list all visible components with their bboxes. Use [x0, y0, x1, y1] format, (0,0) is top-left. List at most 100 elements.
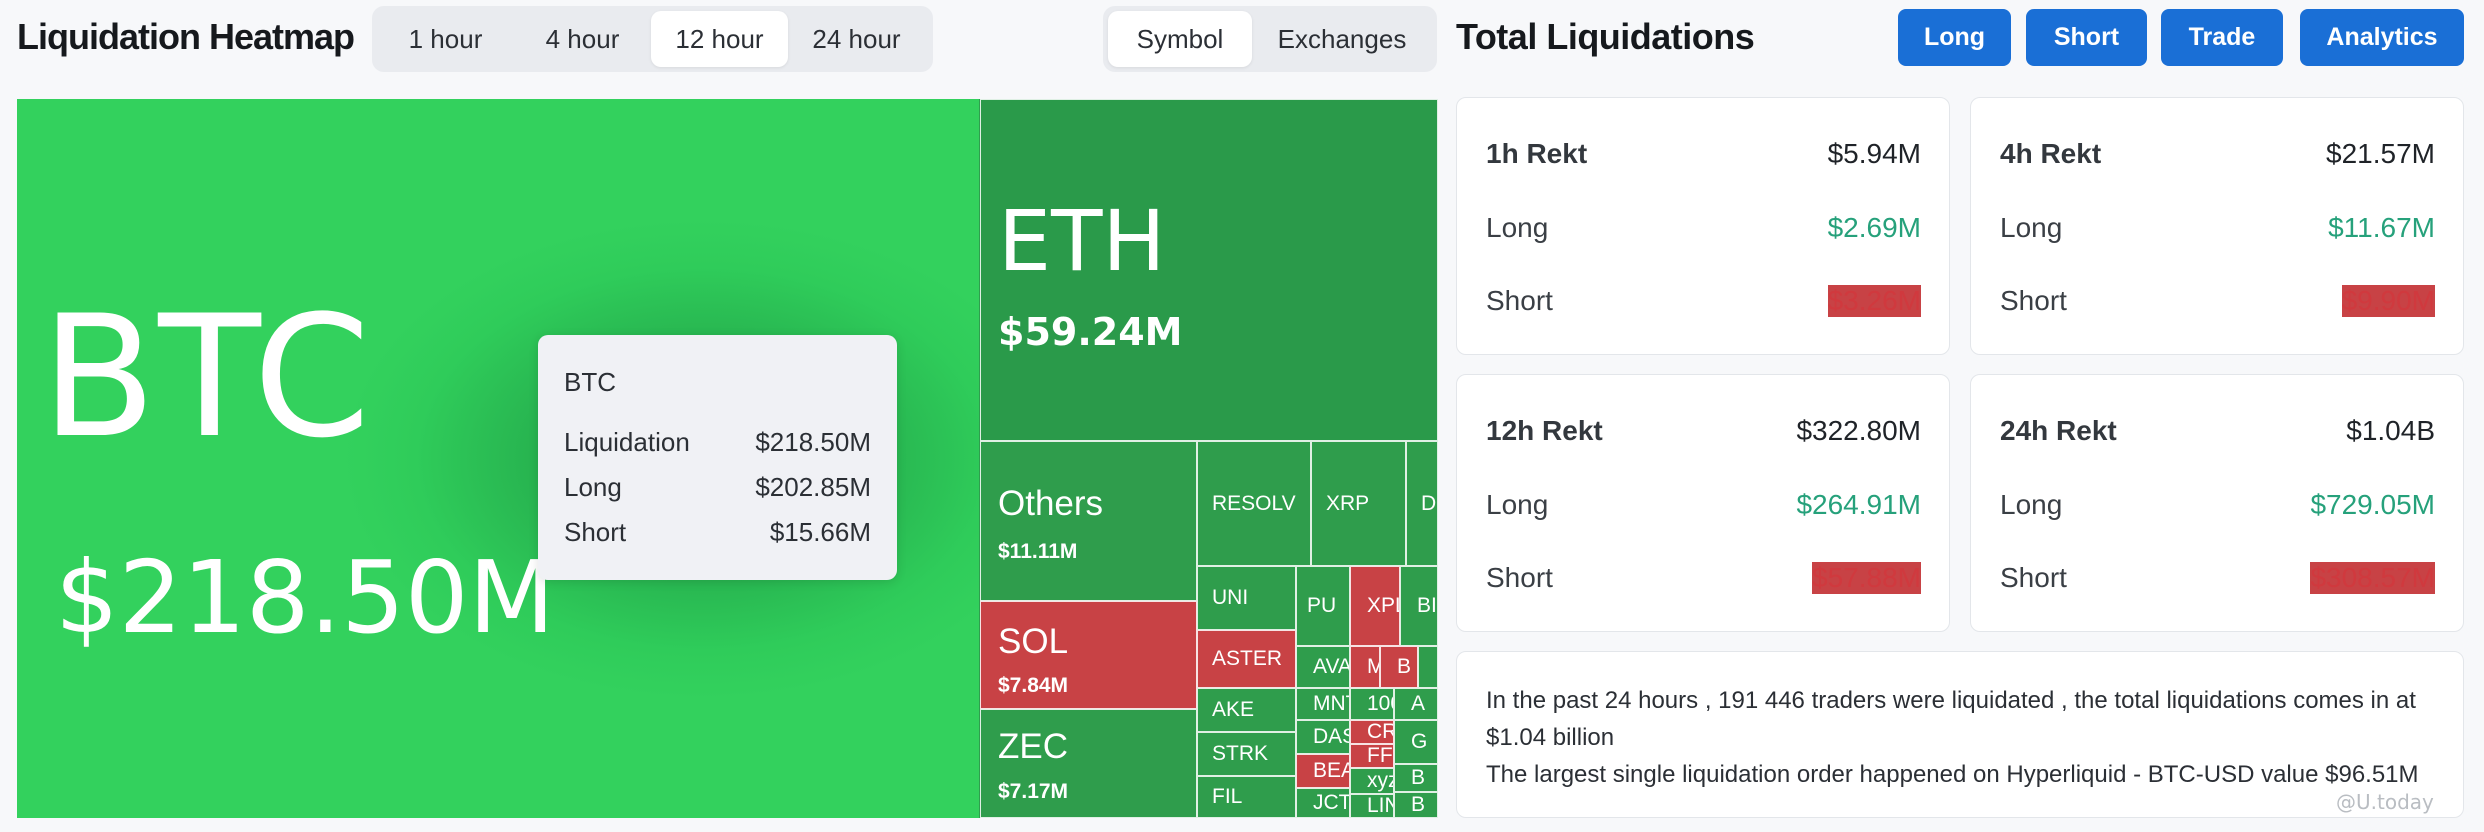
tab-12-hour[interactable]: 12 hour [651, 11, 788, 67]
tile-a[interactable]: A [1394, 688, 1438, 720]
tile-b[interactable]: B [1380, 646, 1418, 688]
tile-bi[interactable]: BI [1400, 566, 1438, 646]
tile-symbol: ZEC [998, 727, 1068, 766]
tile-symbol: RESOLV [1212, 491, 1296, 515]
page-title: Liquidation Heatmap [17, 16, 355, 57]
tooltip-value: $202.85M [755, 472, 871, 502]
rekt-card-1h: 1h Rekt $5.94M Long $2.69M Short $3.26M [1456, 97, 1950, 355]
short-value: $308.57M [2310, 562, 2435, 594]
tile-das[interactable]: DAS [1296, 720, 1350, 754]
tile-symbol: 100 [1367, 692, 1393, 715]
tile-uni[interactable]: UNI [1197, 566, 1296, 630]
tile-strk[interactable]: STRK [1197, 732, 1296, 776]
tile-symbol: ASTER [1212, 647, 1283, 670]
tile-symbol: XRP [1326, 491, 1370, 515]
card-long-row: Long $11.67M [2000, 212, 2435, 244]
long-button[interactable]: Long [1898, 9, 2011, 66]
long-value: $11.67M [2328, 212, 2435, 243]
card-title: 12h Rekt [1486, 415, 1603, 446]
tab-exchanges[interactable]: Exchanges [1277, 23, 1407, 54]
tile-sol[interactable]: SOL $7.84M [980, 601, 1197, 709]
tile-symbol: G [1411, 730, 1428, 753]
tooltip-row: Liquidation $218.50M [564, 427, 871, 458]
tile-value: $7.17M [998, 780, 1069, 803]
short-label: Short [1486, 562, 1553, 593]
tile-value: $7.84M [998, 674, 1069, 697]
short-value: $57.88M [1812, 562, 1921, 594]
tab-24-hour[interactable]: 24 hour [812, 23, 901, 54]
tile-symbol: FF [1367, 744, 1393, 767]
tile-ake[interactable]: AKE [1197, 688, 1296, 732]
tile-jct[interactable]: JCT [1296, 788, 1350, 818]
card-long-row: Long $2.69M [1486, 212, 1921, 244]
rekt-card-12h: 12h Rekt $322.80M Long $264.91M Short $57.8… [1456, 374, 1950, 632]
tile-aster[interactable]: ASTER [1197, 630, 1296, 688]
tile-fil[interactable]: FIL [1197, 776, 1296, 818]
tile-symbol: FIL [1212, 785, 1243, 808]
analytics-button[interactable]: Analytics [2300, 9, 2464, 66]
tooltip-label: Long [564, 472, 622, 502]
tile-ff[interactable]: FF [1350, 744, 1394, 768]
tile-symbol: UNI [1212, 586, 1249, 609]
tab-1-hour[interactable]: 1 hour [408, 23, 483, 54]
card-header: 12h Rekt $322.80M [1486, 415, 1921, 447]
tile-symbol: BEA [1313, 759, 1349, 782]
tile-symbol: xyz [1367, 769, 1393, 792]
tab-4-hour[interactable]: 4 hour [545, 23, 620, 54]
tile-100[interactable]: 100 [1350, 688, 1394, 720]
tile-cr[interactable]: CR [1350, 720, 1394, 744]
tile-symbol: A [1411, 692, 1426, 715]
tile-lin[interactable]: LIN [1350, 794, 1394, 818]
tooltip-value: $15.66M [769, 517, 871, 547]
short-label: Short [2000, 562, 2067, 593]
tile-eth[interactable]: ETH $59.24M [980, 99, 1438, 441]
tile-xpl[interactable]: XPL [1350, 566, 1400, 646]
tile-mnt[interactable]: MNT [1296, 688, 1350, 720]
tile-value: $59.24M [998, 310, 1183, 354]
tile-pu[interactable]: PU [1296, 566, 1350, 646]
tile-symbol: BI [1417, 594, 1437, 617]
short-button[interactable]: Short [2026, 9, 2147, 66]
tile-symbol: LIN [1367, 794, 1393, 817]
long-label: Long [2000, 489, 2063, 520]
tile-symbol: ETH [998, 192, 1166, 290]
tile-symbol: B [1397, 655, 1412, 678]
tile-xyz[interactable]: xyz [1350, 768, 1394, 794]
tile-symbol: BTC [41, 279, 373, 475]
summary-line-1: In the past 24 hours , 191 446 traders w… [1486, 687, 2416, 751]
tile-symbol: D [1421, 491, 1437, 515]
tab-symbol[interactable]: Symbol [1108, 11, 1252, 67]
tile-xrp[interactable]: XRP [1311, 441, 1406, 566]
tile-g[interactable]: G [1394, 720, 1438, 764]
long-label: Long [2000, 212, 2063, 243]
trade-button[interactable]: Trade [2161, 9, 2283, 66]
liquidation-summary: In the past 24 hours , 191 446 traders w… [1456, 651, 2464, 818]
card-total: $5.94M [1827, 138, 1921, 169]
tile-resolv[interactable]: RESOLV [1197, 441, 1311, 566]
tile-symbol: AVA [1313, 655, 1350, 678]
tooltip-row: Short $15.66M [564, 517, 871, 548]
tile-d[interactable]: D [1406, 441, 1438, 566]
long-value: $2.69M [1827, 212, 1921, 243]
tile-bea[interactable]: BEA [1296, 754, 1350, 788]
short-label: Short [2000, 285, 2067, 316]
rekt-card-4h: 4h Rekt $21.57M Long $11.67M Short $9.90M [1970, 97, 2464, 355]
tile-unlabeled[interactable] [1418, 646, 1438, 688]
tile-symbol: M [1367, 655, 1379, 679]
short-value: $3.26M [1827, 285, 1921, 317]
tile-zec[interactable]: ZEC $7.17M [980, 709, 1197, 818]
card-header: 1h Rekt $5.94M [1486, 138, 1921, 170]
tile-b2[interactable]: B [1394, 764, 1438, 792]
tile-symbol: AKE [1212, 698, 1255, 721]
tile-ava[interactable]: AVA [1296, 646, 1350, 688]
tile-m[interactable]: M [1350, 646, 1380, 688]
tile-others[interactable]: Others $11.11M [980, 441, 1197, 601]
card-title: 1h Rekt [1486, 138, 1588, 169]
tile-b3[interactable]: B [1394, 792, 1438, 818]
tile-value: $11.11M [998, 540, 1078, 563]
card-total: $1.04B [2346, 415, 2435, 446]
tooltip-row: Long $202.85M [564, 472, 871, 503]
tile-symbol: Others [998, 484, 1104, 523]
rekt-card-24h: 24h Rekt $1.04B Long $729.05M Short $308.57… [1970, 374, 2464, 632]
